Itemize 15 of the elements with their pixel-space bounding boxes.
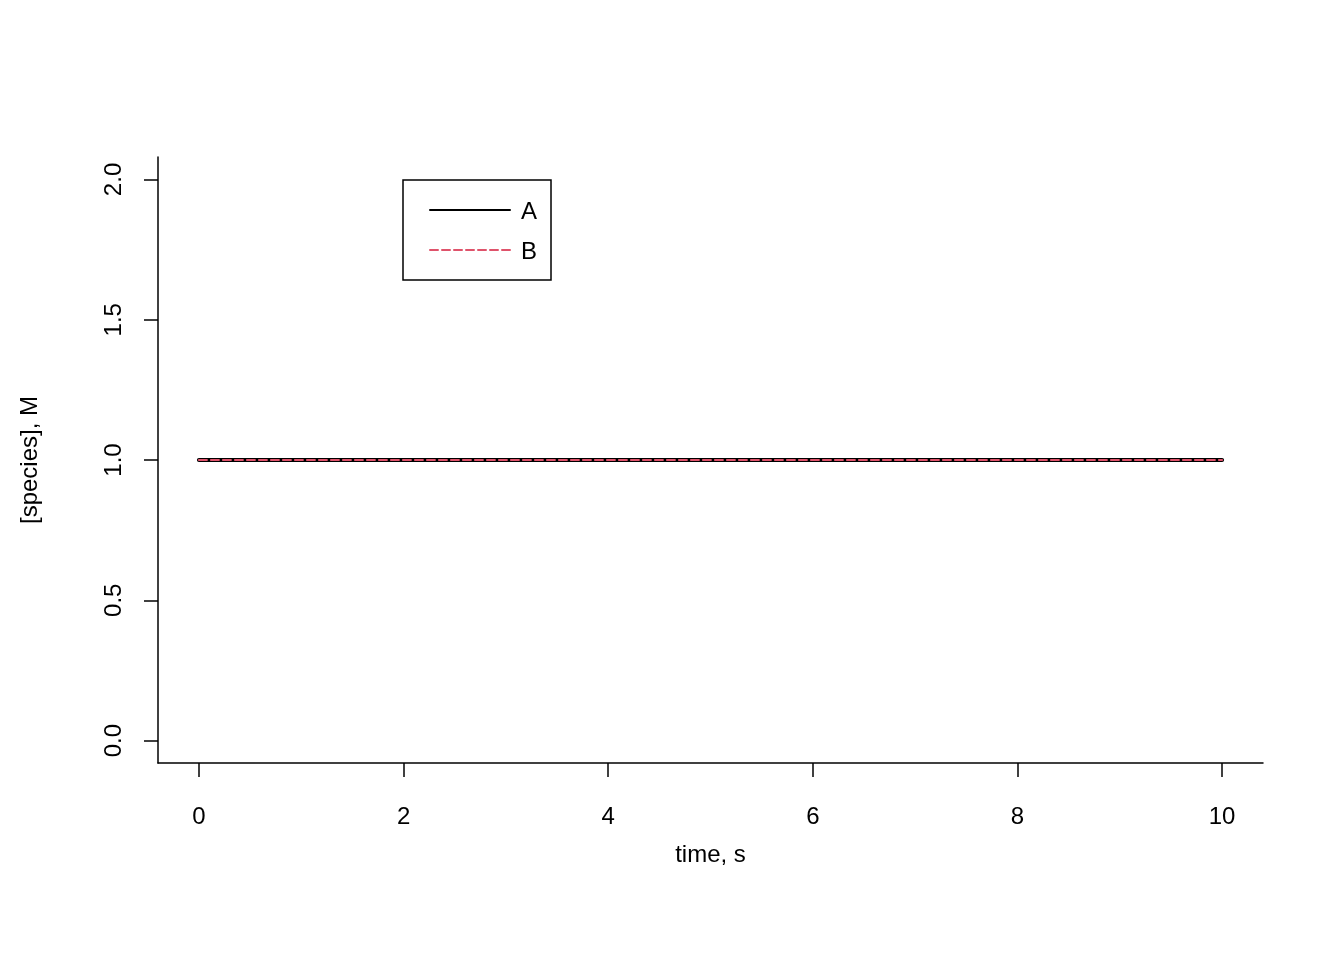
x-tick-label: 8 <box>1010 801 1025 829</box>
x-tick-label: 10 <box>1208 801 1236 829</box>
y-tick-label: 2.0 <box>98 162 126 197</box>
y-tick-label: 0.5 <box>98 583 126 617</box>
y-tick-label: 1.5 <box>98 303 126 337</box>
y-tick-label: 1.0 <box>98 443 126 477</box>
x-tick-label: 4 <box>601 801 615 829</box>
x-tick-label: 0 <box>192 801 206 829</box>
y-axis-title: [species], M <box>14 395 42 525</box>
legend-label: A <box>521 196 538 224</box>
x-axis-title: time, s <box>675 839 746 867</box>
x-tick-label: 6 <box>806 801 820 829</box>
x-tick-label: 2 <box>396 801 411 829</box>
y-tick-label: 0.0 <box>98 723 126 758</box>
legend-label: B <box>521 236 538 264</box>
